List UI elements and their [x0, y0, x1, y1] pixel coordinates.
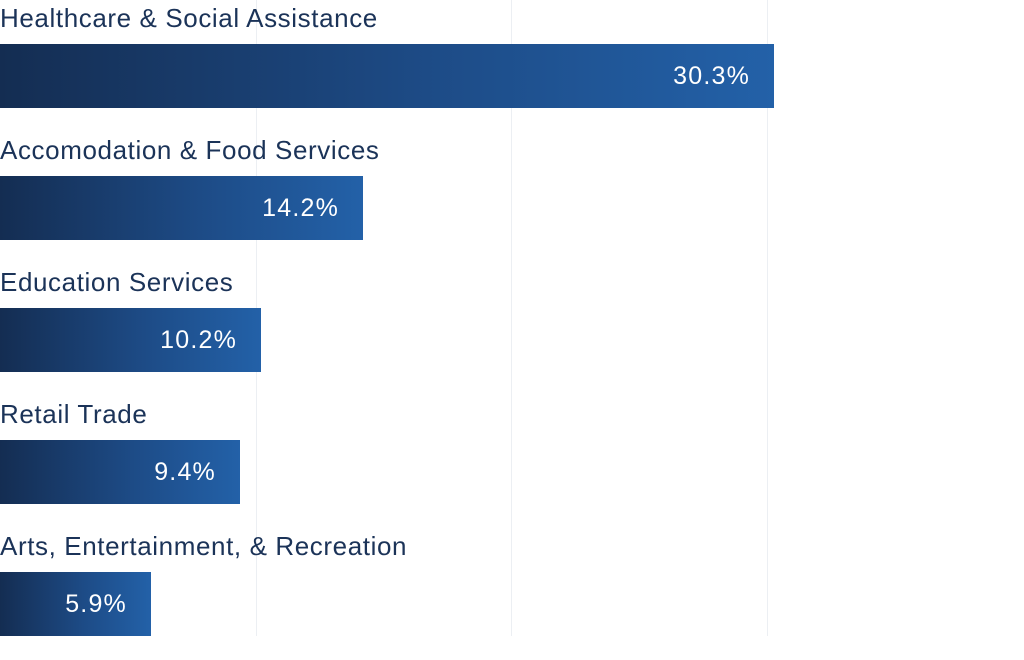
chart-row: Arts, Entertainment, & Recreation 5.9%	[0, 528, 1024, 660]
value-label: 10.2%	[160, 326, 237, 354]
category-label: Accomodation & Food Services	[0, 135, 380, 165]
chart-row: Healthcare & Social Assistance 30.3%	[0, 0, 1024, 132]
bar: 9.4%	[0, 440, 240, 504]
category-label: Healthcare & Social Assistance	[0, 3, 378, 33]
value-label: 9.4%	[154, 458, 216, 486]
category-label: Education Services	[0, 267, 234, 297]
chart-row: Accomodation & Food Services 14.2%	[0, 132, 1024, 264]
gridline-30	[767, 0, 768, 636]
chart-row: Education Services 10.2%	[0, 264, 1024, 396]
value-label: 14.2%	[262, 194, 339, 222]
category-label: Retail Trade	[0, 399, 148, 429]
chart-row: Retail Trade 9.4%	[0, 396, 1024, 528]
bar: 10.2%	[0, 308, 261, 372]
gridline-20	[511, 0, 512, 636]
category-label: Arts, Entertainment, & Recreation	[0, 531, 408, 561]
bar-chart: Healthcare & Social Assistance 30.3% Acc…	[0, 0, 1024, 636]
value-label: 5.9%	[65, 590, 127, 618]
bar: 14.2%	[0, 176, 363, 240]
value-label: 30.3%	[673, 62, 750, 90]
bar: 5.9%	[0, 572, 151, 636]
bar: 30.3%	[0, 44, 774, 108]
